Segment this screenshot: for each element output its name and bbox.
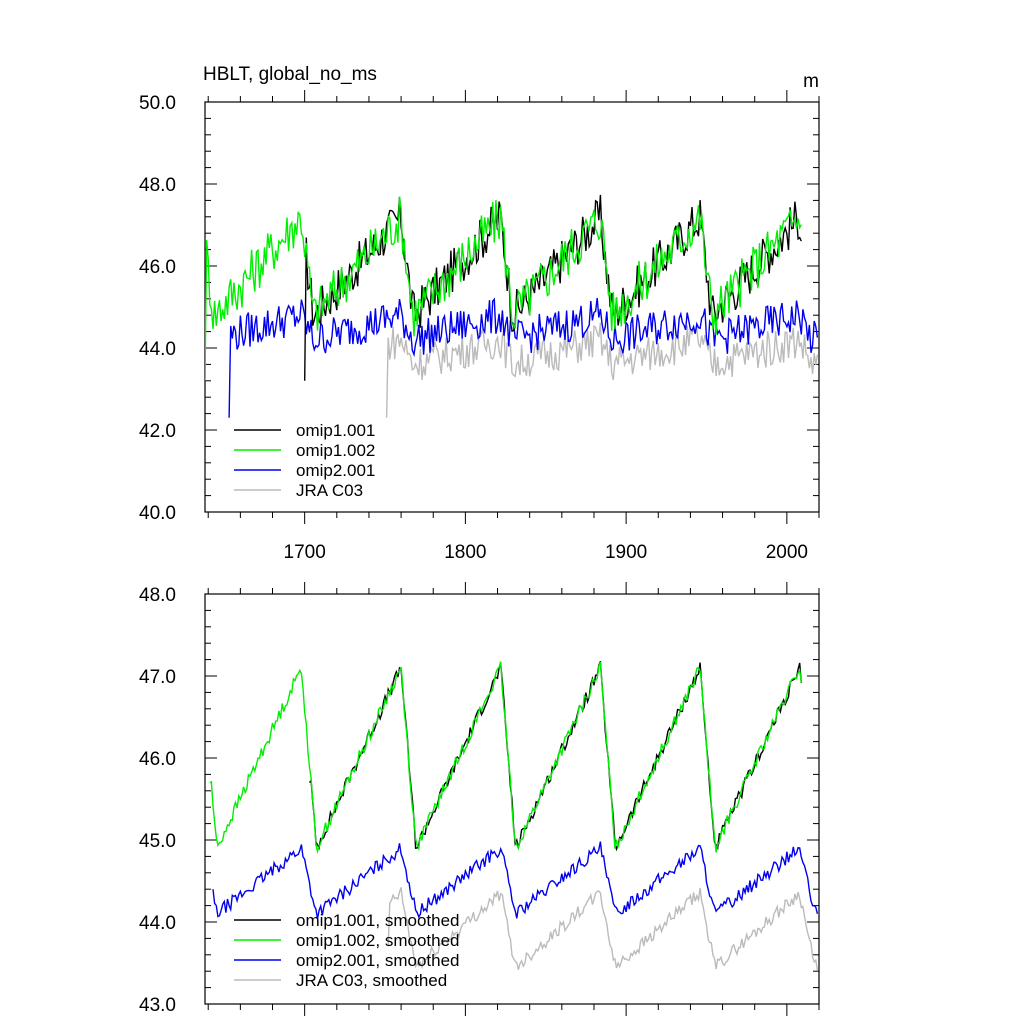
series-line-jra-c03 bbox=[387, 887, 819, 971]
plot-frame bbox=[204, 593, 820, 1005]
top-panel: 40.0 42.0 44.0 46.0 48.0 50.0 1700 1800 1900 2000… bbox=[139, 64, 820, 563]
y-tick-label: 46.0 bbox=[139, 749, 176, 770]
x-tick-label: 1700 bbox=[284, 542, 326, 563]
y-tick-label: 43.0 bbox=[139, 995, 176, 1016]
y-tick-label: 48.0 bbox=[139, 585, 176, 606]
series-line-omip1-002 bbox=[205, 196, 802, 381]
y-tick-label: 47.0 bbox=[139, 667, 176, 688]
legend-label: omip1.002, smoothed bbox=[296, 931, 460, 950]
series-line-omip1-002 bbox=[209, 661, 802, 854]
legend-label: omip1.002 bbox=[296, 441, 375, 460]
y-tick-label: 50.0 bbox=[139, 93, 176, 114]
legend-label: JRA C03 bbox=[296, 481, 363, 500]
plot-frame bbox=[204, 101, 820, 513]
legend-label: omip1.001, smoothed bbox=[296, 911, 460, 930]
x-tick-label: 1800 bbox=[444, 542, 486, 563]
x-tick-label: 1900 bbox=[605, 542, 647, 563]
y-tick-label: 44.0 bbox=[139, 913, 176, 934]
legend-label: JRA C03, smoothed bbox=[296, 971, 447, 990]
bottom-panel: 43.0 44.0 45.0 46.0 47.0 48.0 omip1.001, smoot… bbox=[139, 582, 820, 1016]
units-label: m bbox=[803, 71, 819, 92]
y-tick-label: 46.0 bbox=[139, 257, 176, 278]
y-tick-label: 45.0 bbox=[139, 831, 176, 852]
series-line-jra-c03 bbox=[385, 322, 819, 418]
x-tick-label: 2000 bbox=[766, 542, 808, 563]
legend-label: omip2.001 bbox=[296, 461, 375, 480]
legend-label: omip2.001, smoothed bbox=[296, 951, 460, 970]
y-tick-label: 42.0 bbox=[139, 421, 176, 442]
series-line-omip2-001 bbox=[212, 841, 819, 920]
chart-title: HBLT, global_no_ms bbox=[203, 64, 377, 85]
y-tick-label: 44.0 bbox=[139, 339, 176, 360]
series-line-omip2-001 bbox=[228, 297, 819, 418]
series-line-omip1-001 bbox=[308, 661, 802, 852]
legend-label: omip1.001 bbox=[296, 421, 375, 440]
y-tick-label: 48.0 bbox=[139, 175, 176, 196]
y-tick-label: 40.0 bbox=[139, 503, 176, 524]
